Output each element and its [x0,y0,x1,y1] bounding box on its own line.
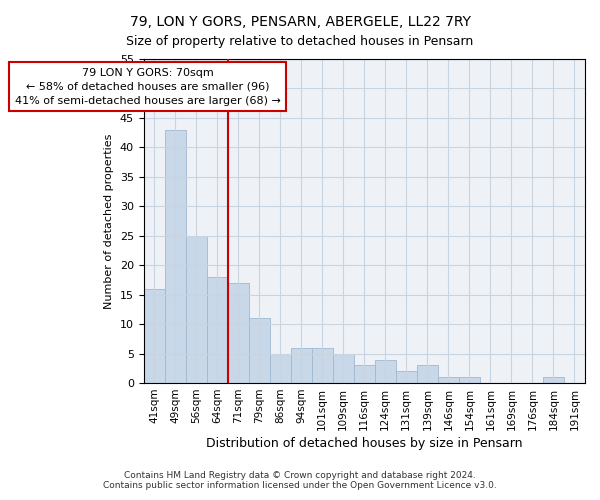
Bar [543,377,564,383]
Text: 79 LON Y GORS: 70sqm
← 58% of detached houses are smaller (96)
41% of semi-detac: 79 LON Y GORS: 70sqm ← 58% of detached h… [15,68,281,106]
Text: Contains HM Land Registry data © Crown copyright and database right 2024.
Contai: Contains HM Land Registry data © Crown c… [103,470,497,490]
Bar [143,289,164,383]
Bar [417,366,438,383]
Bar [438,377,459,383]
Text: 79, LON Y GORS, PENSARN, ABERGELE, LL22 7RY: 79, LON Y GORS, PENSARN, ABERGELE, LL22 … [130,15,470,29]
Bar [248,318,269,383]
Bar [396,372,417,383]
Bar [459,377,480,383]
Bar [269,354,290,383]
Bar [185,236,206,383]
Bar [227,283,248,383]
Bar [206,277,227,383]
Bar [375,360,396,383]
Y-axis label: Number of detached properties: Number of detached properties [104,134,114,308]
Bar [354,366,375,383]
X-axis label: Distribution of detached houses by size in Pensarn: Distribution of detached houses by size … [206,437,523,450]
Bar [333,354,354,383]
Bar [164,130,185,383]
Text: Size of property relative to detached houses in Pensarn: Size of property relative to detached ho… [127,35,473,48]
Bar [311,348,333,383]
Bar [290,348,311,383]
